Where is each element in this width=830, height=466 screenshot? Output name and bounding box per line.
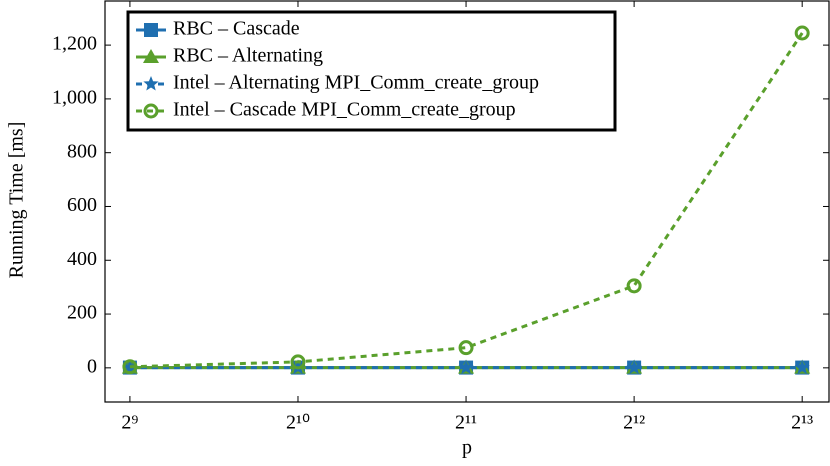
legend-frame [126, 10, 617, 132]
x-tick-label: 2¹⁰ [286, 412, 310, 434]
legend-label: Intel – Cascade MPI_Comm_create_group [173, 99, 516, 121]
legend-marker [143, 49, 159, 63]
data-point [794, 359, 810, 374]
data-point [290, 354, 306, 370]
y-tick-label: 1,000 [52, 86, 97, 108]
x-axis-title: p [462, 437, 472, 459]
y-tick-label: 600 [67, 194, 97, 216]
x-tick-label: 2¹³ [791, 412, 813, 434]
x-tick-label: 2¹² [623, 412, 645, 434]
legend-marker [144, 23, 158, 37]
y-tick-label: 0 [87, 355, 97, 377]
legend-marker [143, 103, 159, 119]
x-tick-label: 2¹¹ [455, 412, 477, 434]
y-tick-label: 200 [67, 302, 97, 324]
series-line [129, 32, 804, 369]
data-point [122, 359, 138, 375]
y-tick-label: 1,200 [52, 33, 97, 55]
y-tick-label: 400 [67, 248, 97, 270]
data-point [626, 278, 642, 294]
data-point [458, 340, 474, 356]
data-point [458, 359, 474, 374]
y-axis-title: Running Time [ms] [6, 122, 28, 279]
x-tick-label: 2⁹ [121, 412, 138, 434]
legend-marker [143, 76, 159, 91]
plot-frame [104, 0, 830, 403]
legend: RBC – Cascade RBC – Alternating Intel – Al… [126, 10, 617, 132]
y-tick-label: 800 [67, 140, 97, 162]
legend-label: Intel – Alternating MPI_Comm_create_grou… [173, 72, 539, 94]
legend-label: RBC – Cascade [173, 18, 300, 40]
data-point [626, 359, 642, 374]
data-point [794, 25, 810, 41]
legend-label: RBC – Alternating [173, 45, 323, 67]
series [122, 25, 810, 375]
